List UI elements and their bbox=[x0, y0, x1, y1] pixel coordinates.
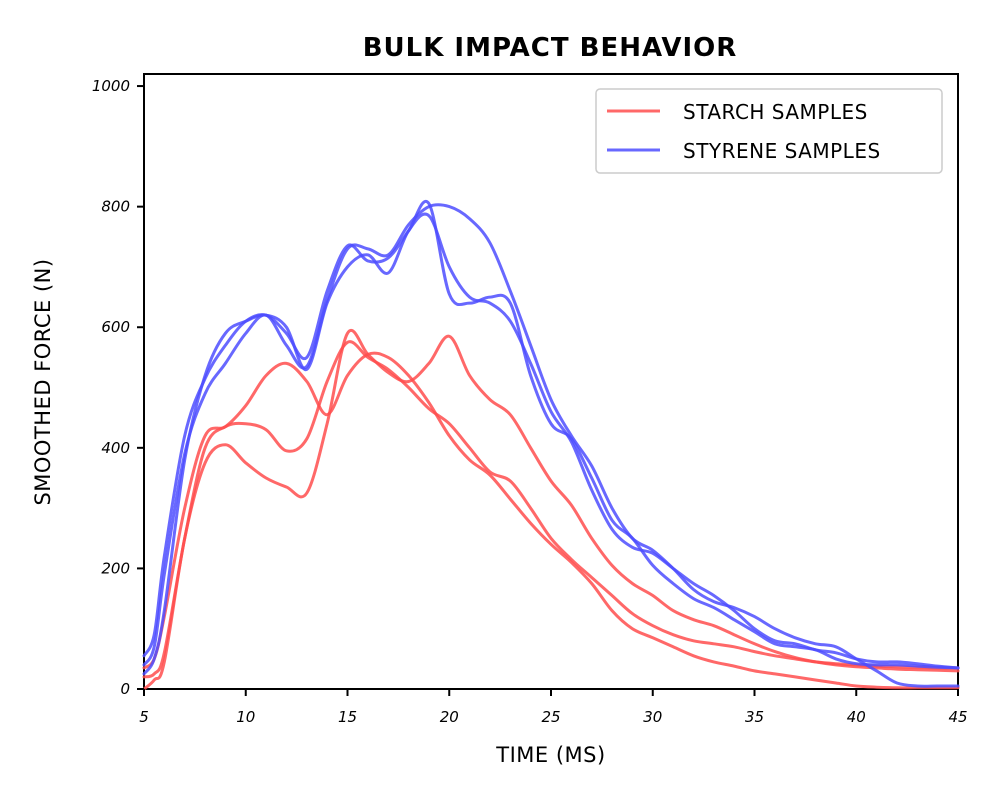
series-group bbox=[142, 199, 960, 691]
x-tick-label: 15 bbox=[338, 708, 357, 726]
legend-label-styrene: STYRENE SAMPLES bbox=[683, 139, 881, 163]
legend: STARCH SAMPLES STYRENE SAMPLES bbox=[595, 88, 943, 174]
y-tick-label: 1000 bbox=[92, 77, 130, 95]
legend-label-starch: STARCH SAMPLES bbox=[683, 100, 868, 124]
starch-series-line-3 bbox=[142, 329, 960, 691]
starch-series-line-2 bbox=[142, 351, 960, 690]
x-tick-label: 30 bbox=[643, 708, 662, 726]
x-tick-label: 35 bbox=[745, 708, 764, 726]
legend-box bbox=[595, 88, 943, 174]
styrene-series-line-6 bbox=[142, 199, 960, 670]
plot-frame bbox=[143, 73, 959, 690]
plot-area: 5 10 15 20 25 30 35 40 45 0 200 400 600 800 1000 bbox=[92, 73, 968, 726]
y-tick-label: 400 bbox=[101, 439, 130, 457]
x-tick-label: 45 bbox=[948, 708, 967, 726]
y-axis-label: SMOOTHED FORCE (N) bbox=[31, 258, 55, 505]
x-axis-label: TIME (MS) bbox=[495, 743, 605, 767]
chart-title: BULK IMPACT BEHAVIOR bbox=[363, 33, 738, 63]
x-tick-label: 20 bbox=[440, 708, 459, 726]
y-tick-label: 800 bbox=[101, 198, 130, 216]
styrene-series-line-5 bbox=[142, 203, 960, 688]
x-tick-label: 5 bbox=[139, 708, 149, 726]
x-tick-label: 25 bbox=[541, 708, 560, 726]
y-tick-label: 200 bbox=[101, 559, 130, 577]
x-tick-label: 10 bbox=[236, 708, 255, 726]
x-axis-ticks: 5 10 15 20 25 30 35 40 45 bbox=[139, 689, 968, 726]
x-tick-label: 40 bbox=[847, 708, 866, 726]
y-tick-label: 0 bbox=[120, 680, 130, 698]
y-tick-label: 600 bbox=[101, 318, 130, 336]
y-axis-ticks: 0 200 400 600 800 1000 bbox=[92, 77, 144, 698]
